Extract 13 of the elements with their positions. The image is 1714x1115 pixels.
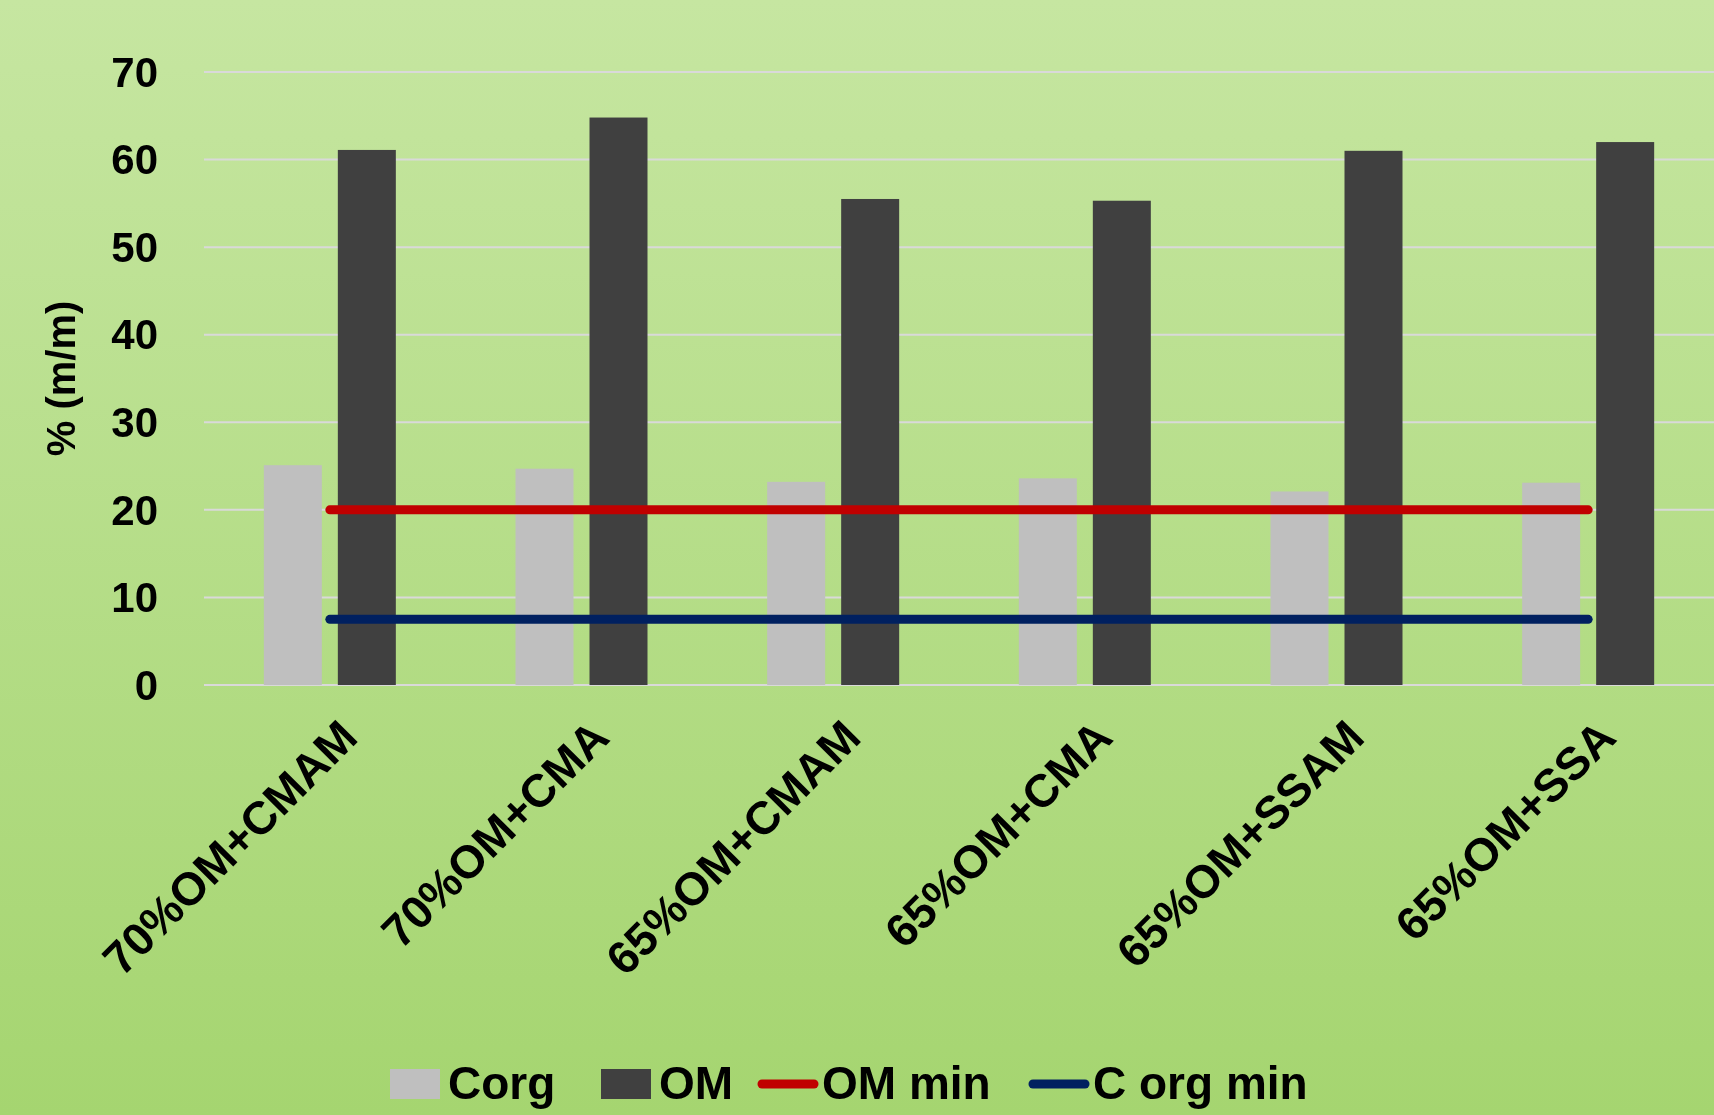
y-tick-label: 30 bbox=[111, 398, 158, 446]
legend-label: OM min bbox=[822, 1057, 991, 1109]
y-tick-label: 60 bbox=[111, 136, 158, 184]
legend-label: Corg bbox=[448, 1057, 556, 1109]
y-tick-label: 10 bbox=[111, 574, 158, 622]
legend-label: C org min bbox=[1093, 1057, 1308, 1109]
y-tick-label: 50 bbox=[111, 223, 158, 271]
y-tick-label: 20 bbox=[111, 486, 158, 534]
legend-label: OM bbox=[659, 1057, 734, 1109]
y-tick-label: 70 bbox=[111, 48, 158, 96]
y-tick-label: 40 bbox=[111, 311, 158, 359]
y-tick-label: 0 bbox=[134, 661, 158, 709]
y-axis-title: % (m/m) bbox=[39, 300, 83, 457]
